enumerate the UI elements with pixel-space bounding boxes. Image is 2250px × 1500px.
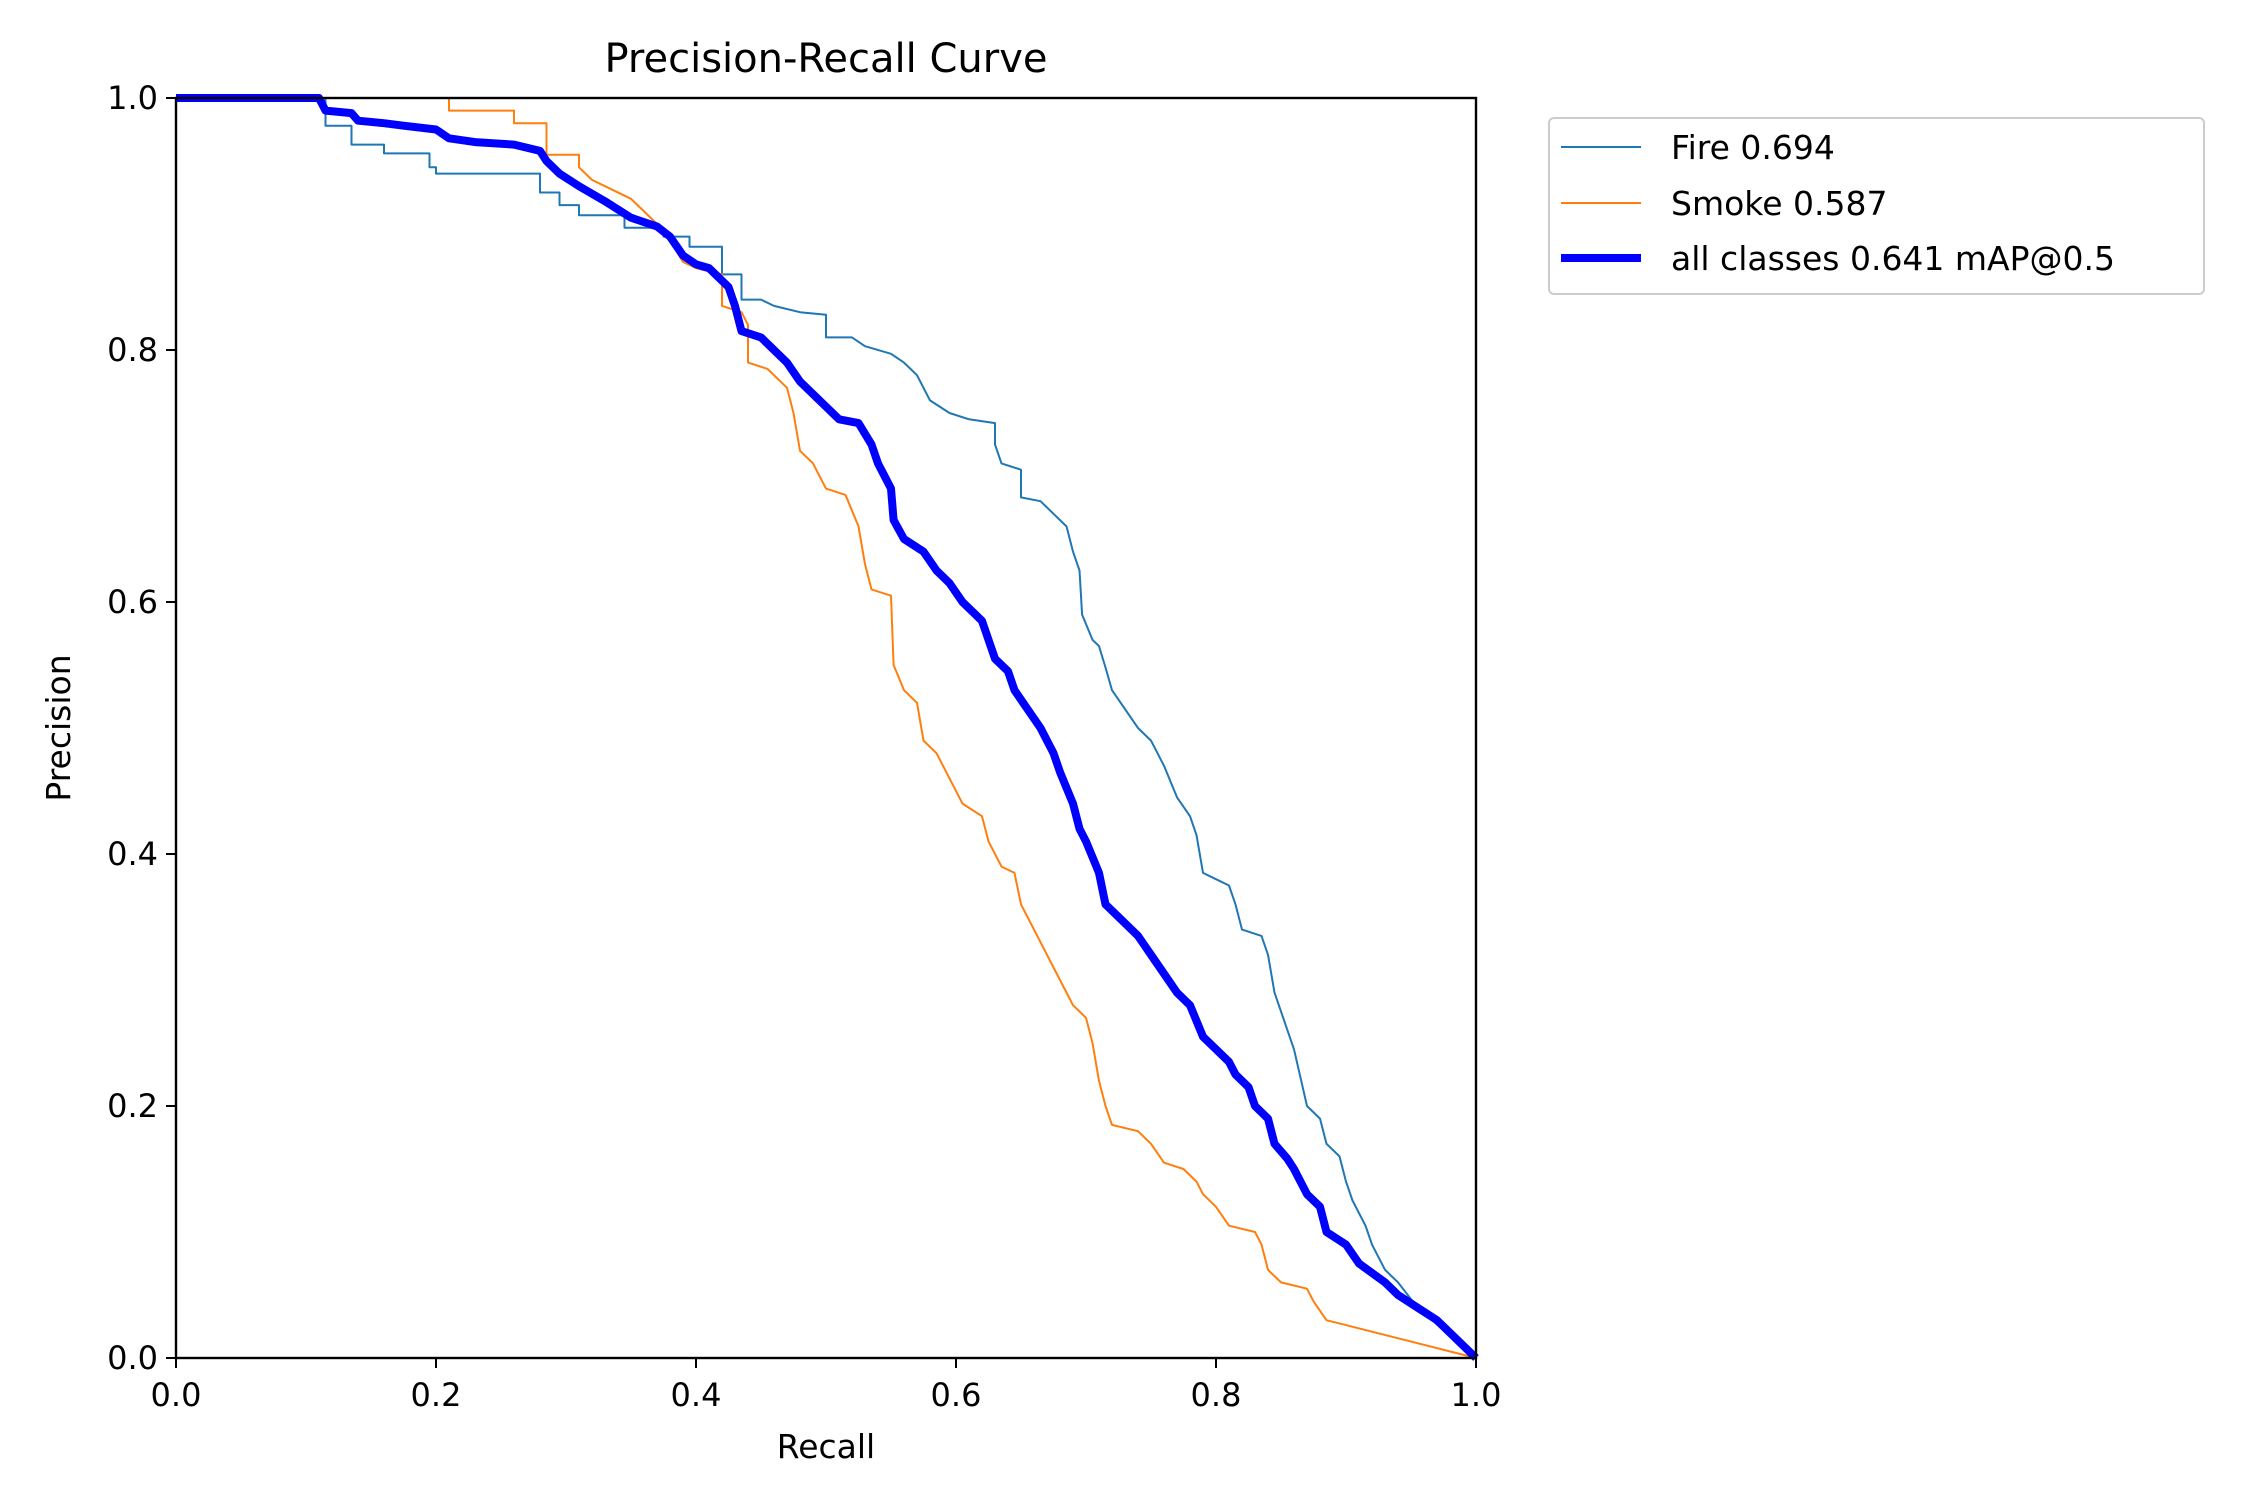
legend: Fire 0.694 Smoke 0.587 all classes 0.641… [1548,117,2205,295]
series-line-fire [176,97,1477,1359]
legend-box [1548,117,2205,295]
y-tick-label: 0.4 [107,835,158,873]
x-tick-label: 1.0 [1451,1376,1502,1414]
series-line-smoke [176,97,1477,1359]
y-tick-label: 0.6 [107,583,158,621]
legend-label-fire: Fire 0.694 [1671,128,1835,167]
legend-label-all-classes: all classes 0.641 mAP@0.5 [1671,239,2115,278]
y-tick-label: 1.0 [107,79,158,117]
x-axis-label: Recall [777,1427,875,1466]
x-tick-label: 0.8 [1191,1376,1242,1414]
ticks-layer: 0.0 0.2 0.4 0.6 0.8 1.0 0.0 0.2 0.4 0.6 0.8 1.0 [107,79,1501,1414]
chart-title: Precision-Recall Curve [605,36,1048,82]
y-tick-label: 0.0 [107,1339,158,1377]
series-line-all-classes [176,94,1479,1361]
plot-frame [174,96,1478,1360]
x-tick-label: 0.4 [671,1376,722,1414]
y-tick-label: 0.2 [107,1087,158,1125]
x-tick-label: 0.2 [411,1376,462,1414]
lines-layer [176,94,1479,1361]
y-axis-label: Precision [39,654,78,801]
y-tick-label: 0.8 [107,331,158,369]
x-tick-label: 0.0 [151,1376,202,1414]
x-tick-label: 0.6 [931,1376,982,1414]
legend-label-smoke: Smoke 0.587 [1671,184,1887,223]
